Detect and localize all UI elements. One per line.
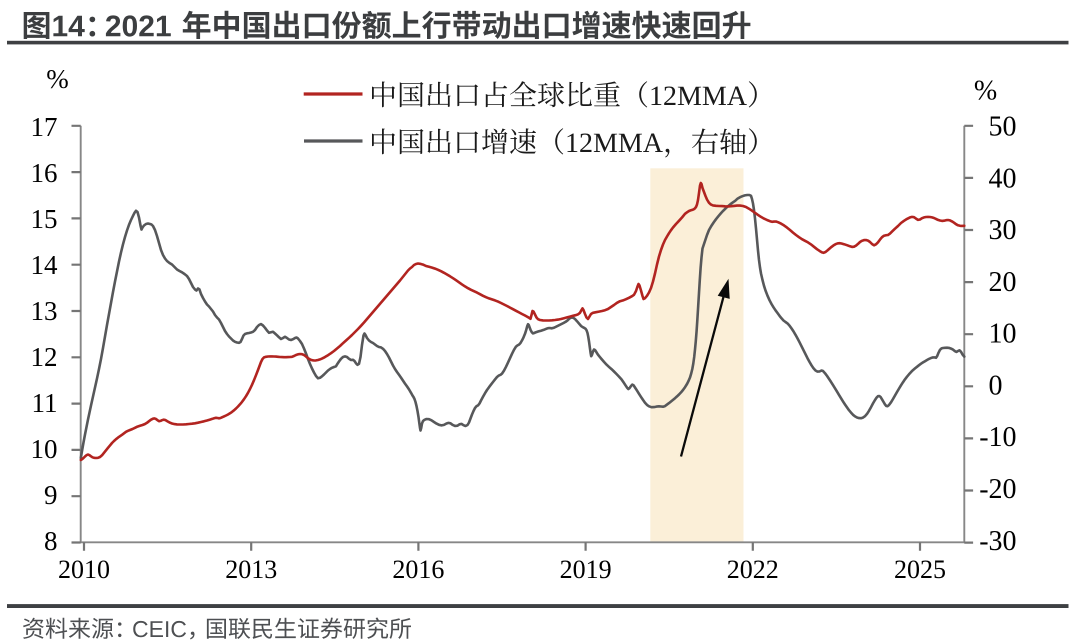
svg-text:13: 13 [31,296,58,326]
svg-text:2022: 2022 [727,555,779,584]
svg-text:-30: -30 [979,526,1016,557]
svg-text:40: 40 [989,163,1017,194]
svg-text:-20: -20 [979,474,1016,505]
svg-text:-10: -10 [979,422,1016,453]
svg-text:2025: 2025 [894,555,946,584]
svg-text:2013: 2013 [225,555,277,584]
svg-text:2010: 2010 [58,555,110,584]
svg-text:9: 9 [44,480,58,510]
svg-text:20: 20 [989,267,1017,298]
svg-text:17: 17 [31,112,58,142]
svg-text:2016: 2016 [392,555,444,584]
svg-text:10: 10 [989,319,1017,350]
svg-text:0: 0 [989,371,1003,402]
svg-text:%: % [974,76,997,107]
svg-text:15: 15 [31,204,58,234]
svg-text:2019: 2019 [560,555,612,584]
svg-text:50: 50 [989,112,1017,143]
svg-text:30: 30 [989,215,1017,246]
svg-text:16: 16 [31,158,58,188]
svg-text:%: % [46,64,69,94]
svg-text:11: 11 [32,388,58,418]
svg-text:10: 10 [31,434,58,464]
svg-text:14: 14 [31,250,59,280]
svg-text:12: 12 [31,342,58,372]
svg-text:8: 8 [44,526,58,556]
